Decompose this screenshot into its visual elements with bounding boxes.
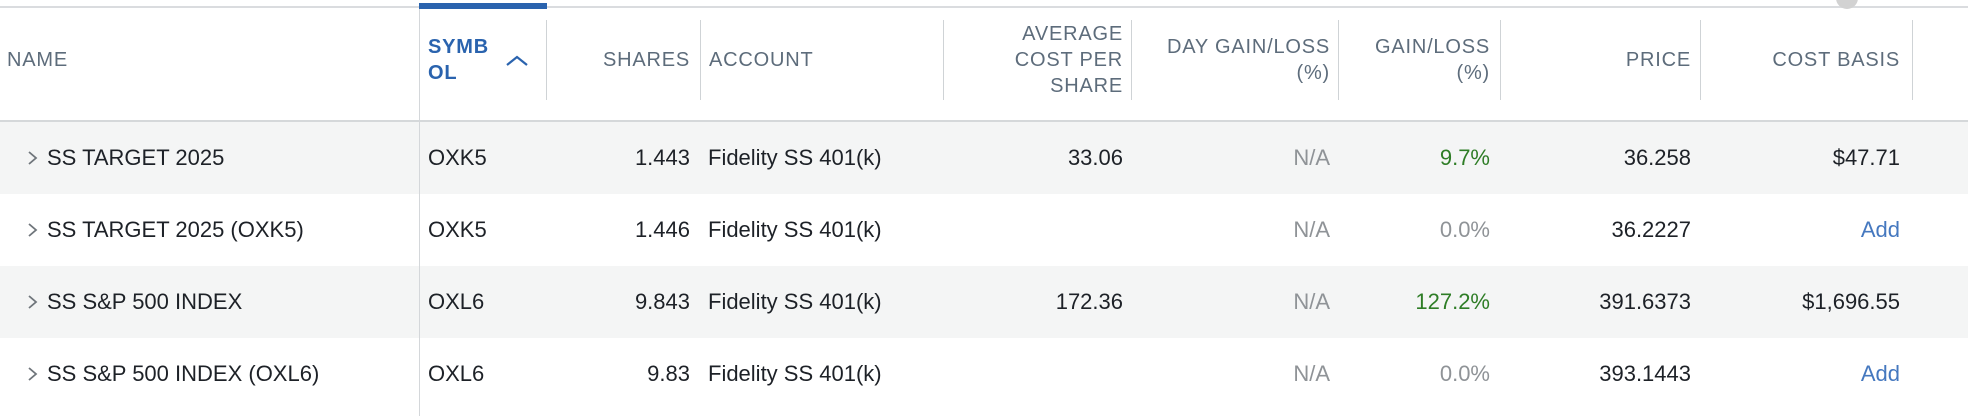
header-label-name: NAME bbox=[7, 48, 68, 71]
position-name: SS TARGET 2025 (OXK5) bbox=[47, 217, 304, 242]
avg-cost-cell bbox=[943, 338, 1131, 410]
shares-cell: 9.843 bbox=[634, 289, 690, 314]
sort-ascending-icon bbox=[505, 54, 529, 67]
name-cell: SS S&P 500 INDEX bbox=[0, 266, 419, 338]
header-cell-day-gain-loss[interactable]: DAY GAIN/LOSS (%) bbox=[1131, 20, 1338, 100]
position-name: SS S&P 500 INDEX (OXL6) bbox=[47, 361, 320, 386]
symbol-cell: OXK5 bbox=[428, 217, 487, 242]
account-cell: Fidelity SS 401(k) bbox=[708, 361, 882, 386]
header-cell-account[interactable]: ACCOUNT bbox=[700, 20, 943, 100]
header-label-symbol: SYMBOL bbox=[428, 36, 489, 84]
filler-cell bbox=[1912, 122, 1968, 194]
header-cell-shares[interactable]: SHARES bbox=[546, 20, 700, 100]
header-cell-avg-cost-per-share[interactable]: AVERAGE COST PER SHARE bbox=[943, 20, 1131, 100]
day-gain-loss-cell: N/A bbox=[1293, 361, 1330, 386]
add-cost-basis-link[interactable]: Add bbox=[1860, 361, 1900, 386]
name-cell: SS TARGET 2025 (OXK5) bbox=[0, 194, 419, 266]
header-cell-filler bbox=[1912, 20, 1968, 100]
add-cost-basis-link[interactable]: Add bbox=[1860, 217, 1900, 242]
header-label-price: PRICE bbox=[1625, 48, 1691, 71]
account-cell: Fidelity SS 401(k) bbox=[708, 145, 882, 170]
day-gain-loss-cell: N/A bbox=[1293, 217, 1330, 242]
price-cell: 393.1443 bbox=[1599, 361, 1691, 386]
sorted-column-accent-bar bbox=[419, 3, 547, 9]
gain-loss-cell: 9.7% bbox=[1439, 145, 1490, 170]
cost-basis-cell: Add bbox=[1700, 194, 1912, 266]
day-gain-loss-cell: N/A bbox=[1293, 289, 1330, 314]
header-cell-name[interactable]: NAME bbox=[0, 20, 419, 100]
position-row: SS TARGET 2025 (OXK5) OXK5 1.446 Fidelit… bbox=[0, 194, 1968, 266]
table-top-rule bbox=[0, 6, 1968, 8]
header-label-shares: SHARES bbox=[602, 48, 690, 71]
day-gain-loss-cell: N/A bbox=[1293, 145, 1330, 170]
account-cell: Fidelity SS 401(k) bbox=[708, 289, 882, 314]
header-label-gain-loss: GAIN/LOSS (%) bbox=[1374, 36, 1490, 84]
position-row: SS TARGET 2025 OXK5 1.443 Fidelity SS 40… bbox=[0, 122, 1968, 194]
avg-cost-cell: 172.36 bbox=[1055, 289, 1123, 314]
cost-basis-cell: Add bbox=[1700, 338, 1912, 410]
table-header: NAME SYMBOL SHARES ACCOUNT AVERAGE COST … bbox=[0, 0, 1968, 122]
symbol-cell: OXL6 bbox=[428, 361, 485, 386]
position-name: SS S&P 500 INDEX bbox=[47, 289, 243, 314]
filler-cell bbox=[1912, 194, 1968, 266]
avg-cost-cell: 33.06 bbox=[1067, 145, 1123, 170]
filler-cell bbox=[1912, 338, 1968, 410]
cost-basis-cell: $47.71 bbox=[1832, 145, 1900, 170]
position-name: SS TARGET 2025 bbox=[47, 145, 225, 170]
shares-cell: 1.443 bbox=[634, 145, 690, 170]
price-cell: 391.6373 bbox=[1599, 289, 1691, 314]
expand-chevron-icon[interactable] bbox=[26, 150, 38, 166]
shares-cell: 9.83 bbox=[647, 361, 690, 386]
gain-loss-cell: 127.2% bbox=[1415, 289, 1490, 314]
filler-cell bbox=[1912, 266, 1968, 338]
gain-loss-cell: 0.0% bbox=[1439, 361, 1490, 386]
scroll-knob[interactable] bbox=[1836, 0, 1858, 9]
header-label-day-gain-loss: DAY GAIN/LOSS (%) bbox=[1166, 36, 1330, 84]
account-cell: Fidelity SS 401(k) bbox=[708, 217, 882, 242]
symbol-cell: OXK5 bbox=[428, 145, 487, 170]
header-cell-cost-basis[interactable]: COST BASIS bbox=[1700, 20, 1912, 100]
header-cell-gain-loss[interactable]: GAIN/LOSS (%) bbox=[1338, 20, 1500, 100]
name-cell: SS TARGET 2025 bbox=[0, 122, 419, 194]
position-row: SS S&P 500 INDEX OXL6 9.843 Fidelity SS … bbox=[0, 266, 1968, 338]
header-cell-price[interactable]: PRICE bbox=[1500, 20, 1700, 100]
expand-chevron-icon[interactable] bbox=[26, 366, 38, 382]
name-cell: SS S&P 500 INDEX (OXL6) bbox=[0, 338, 419, 410]
cost-basis-cell: $1,696.55 bbox=[1802, 289, 1900, 314]
expand-chevron-icon[interactable] bbox=[26, 294, 38, 310]
expand-chevron-icon[interactable] bbox=[26, 222, 38, 238]
symbol-cell: OXL6 bbox=[428, 289, 485, 314]
gain-loss-cell: 0.0% bbox=[1439, 217, 1490, 242]
price-cell: 36.2227 bbox=[1611, 217, 1691, 242]
header-label-account: ACCOUNT bbox=[709, 48, 814, 71]
price-cell: 36.258 bbox=[1623, 145, 1691, 170]
header-label-avg-cost-per-share: AVERAGE COST PER SHARE bbox=[1014, 23, 1123, 97]
shares-cell: 1.446 bbox=[634, 217, 690, 242]
name-column-divider bbox=[419, 9, 420, 416]
avg-cost-cell bbox=[943, 194, 1131, 266]
header-cell-symbol[interactable]: SYMBOL bbox=[419, 20, 546, 100]
position-row: SS S&P 500 INDEX (OXL6) OXL6 9.83 Fideli… bbox=[0, 338, 1968, 410]
header-label-cost-basis: COST BASIS bbox=[1772, 48, 1900, 71]
